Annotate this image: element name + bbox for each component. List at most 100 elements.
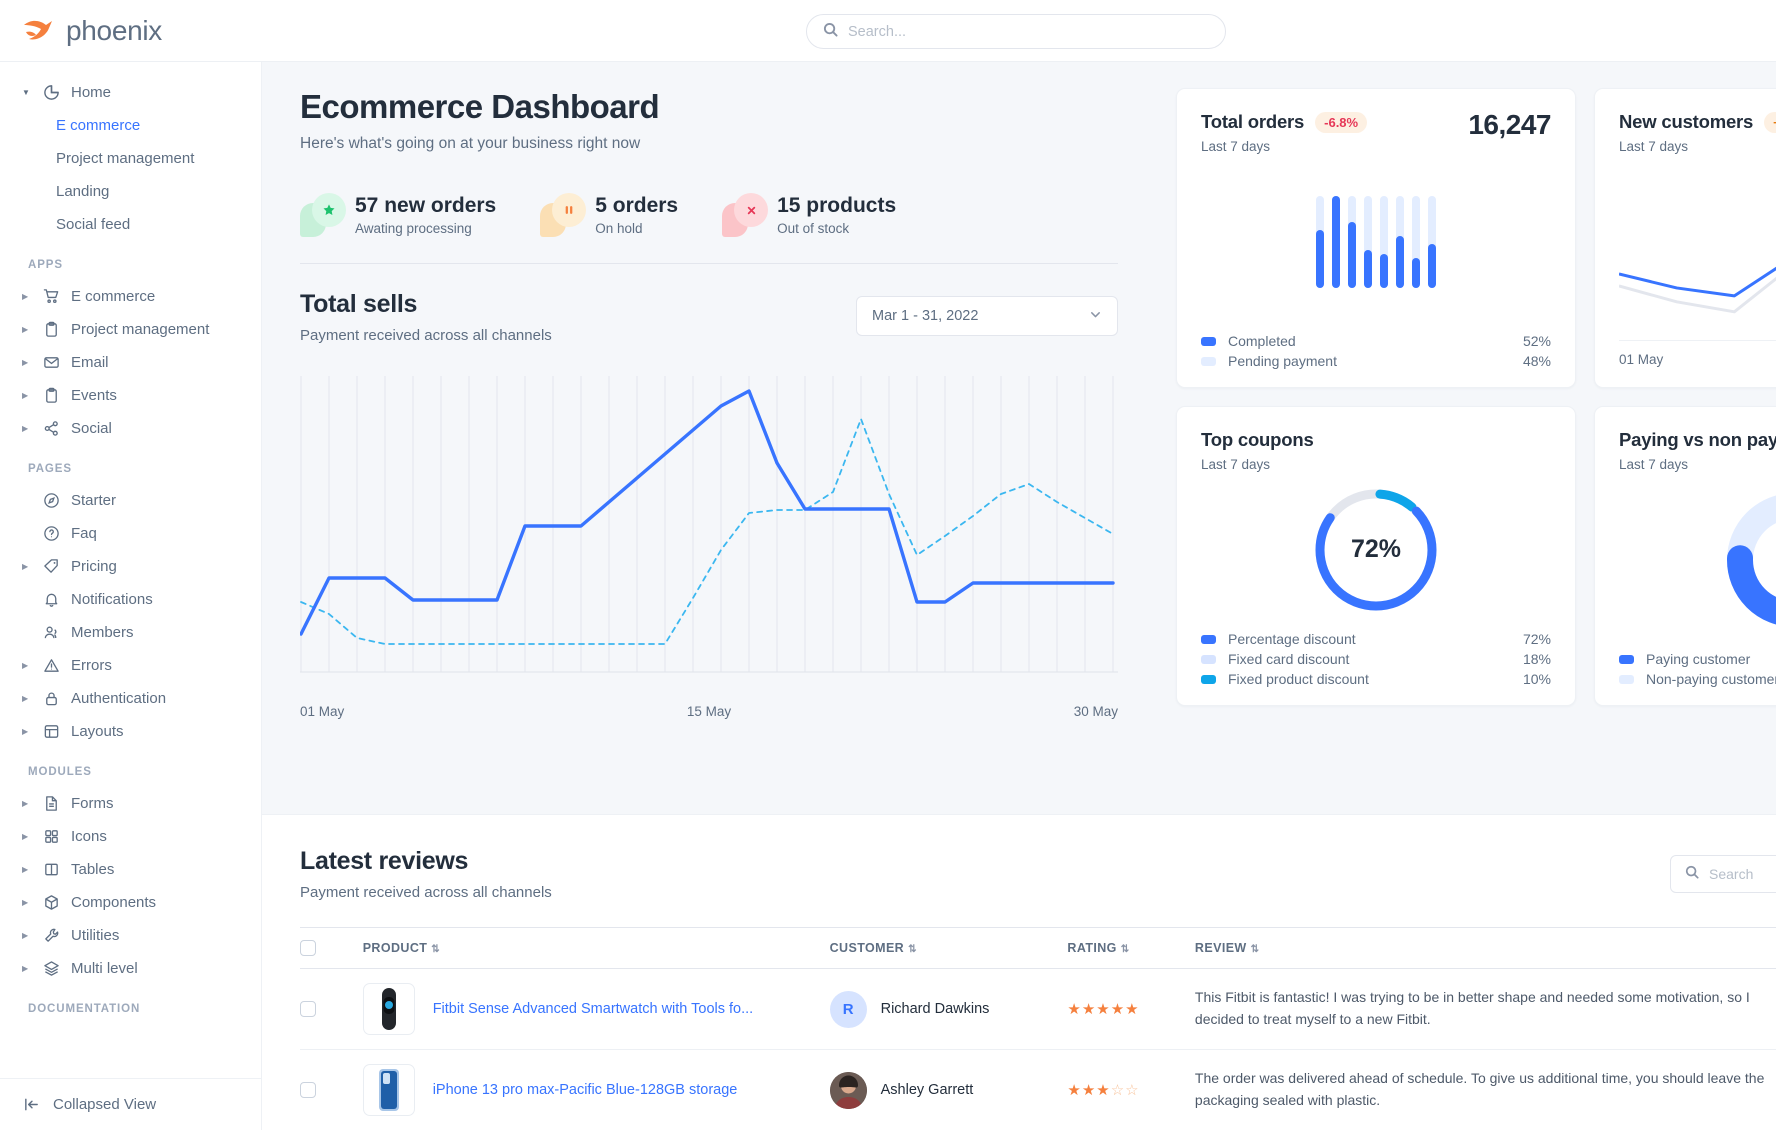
sidebar-item-icons[interactable]: ▶ Icons [22, 828, 107, 845]
collapse-left-icon [22, 1095, 41, 1114]
review-cell: This Fitbit is fantastic! I was trying t… [1194, 968, 1776, 1050]
legend-item: Non-paying customer [1619, 671, 1776, 687]
customer-cell: Ashley Garrett [829, 1049, 1068, 1130]
legend-item: Paying customer [1619, 651, 1776, 667]
donut-center-label: 72% [1350, 535, 1402, 563]
sidebar-item-components[interactable]: ▶ Components [22, 893, 157, 912]
file-text-icon [42, 794, 61, 813]
stat-blob-orange [540, 193, 587, 237]
card-subtitle: Last 7 days [1201, 139, 1271, 154]
paying-donut [1619, 472, 1776, 647]
collapsed-view-toggle[interactable]: Collapsed View [0, 1078, 261, 1130]
sidebar-item-starter[interactable]: ▶ Starter [0, 484, 261, 517]
page-title: Ecommerce Dashboard [300, 88, 660, 125]
sidebar-item-faq[interactable]: ▶ Faq [0, 517, 261, 550]
sidebar-subitem-project-management[interactable]: Project management [56, 150, 195, 167]
card-title: Total orders [1201, 111, 1305, 132]
column-header-product[interactable]: PRODUCT ⇅ [362, 927, 830, 969]
card-subtitle: Last 7 days [1619, 139, 1689, 154]
total-sells-axis: 01 May 15 May 30 May [300, 704, 1118, 719]
table-header-row: PRODUCT⇅ CUSTOMER⇅ RATING⇅ REVIEW⇅ STATU [300, 927, 1776, 969]
rating-stars: ★★★★★ [1067, 1000, 1140, 1018]
layers-icon [42, 959, 61, 978]
review-cell: The order was delivered ahead of schedul… [1194, 1049, 1776, 1130]
kpi-cards-row-1: Total orders -6.8% Last 7 days 16,247 [1176, 88, 1776, 388]
sidebar-nav: ▼ Home E commerce Project management Lan… [0, 62, 261, 1078]
sidebar-item-forms[interactable]: ▶ Forms [22, 794, 114, 813]
total-sells-subtitle: Payment received across all channels [300, 327, 552, 344]
product-link[interactable]: Fitbit Sense Advanced Smartwatch with To… [432, 1001, 754, 1017]
date-range-value: Mar 1 - 31, 2022 [872, 308, 979, 324]
customer-name: Richard Dawkins [880, 1001, 990, 1017]
date-range-select[interactable]: Mar 1 - 31, 2022 [856, 296, 1118, 336]
chevron-right-icon: ▶ [22, 291, 29, 301]
sidebar-item-authentication[interactable]: ▶ Authentication [22, 690, 167, 707]
total-sells-chart: 01 May 15 May 30 May [300, 366, 1118, 719]
sidebar-item-home[interactable]: ▼ Home [0, 76, 261, 109]
x-icon [747, 206, 755, 214]
box-icon [42, 893, 61, 912]
legend-swatch [1201, 336, 1216, 346]
stat-number: 57 new orders [355, 194, 497, 218]
row-checkbox-cell [300, 968, 363, 1050]
reviews-table: PRODUCT⇅ CUSTOMER⇅ RATING⇅ REVIEW⇅ STATU [300, 927, 1776, 1130]
customer-cell: R Richard Dawkins [829, 968, 1068, 1050]
row-checkbox[interactable] [300, 1082, 316, 1098]
product-thumbnail [362, 983, 415, 1035]
reviews-search[interactable] [1670, 855, 1776, 893]
sidebar-item-utilities[interactable]: ▶ Utilities [22, 927, 120, 944]
chevron-down-icon: ▼ [22, 87, 30, 97]
top-coupons-legend: Percentage discount 72% Fixed card disco… [1201, 627, 1551, 687]
chevron-right-icon: ▶ [22, 561, 29, 571]
select-all-checkbox[interactable] [300, 940, 316, 956]
column-header-customer[interactable]: CUSTOMER ⇅ [829, 927, 1068, 969]
tag-icon [42, 557, 61, 576]
sidebar-subitem-social-feed[interactable]: Social feed [56, 216, 131, 233]
legend-item: Percentage discount 72% [1201, 631, 1551, 647]
search-input[interactable] [848, 23, 1209, 40]
legend-swatch [1619, 654, 1634, 664]
review-text: The order was delivered ahead of schedul… [1194, 1070, 1765, 1108]
sidebar-item-events[interactable]: ▶ Events [22, 387, 117, 404]
sidebar-subitem-ecommerce[interactable]: E commerce [56, 117, 141, 134]
axis-label-end: 30 May [1073, 704, 1118, 719]
global-search[interactable] [806, 14, 1226, 49]
sidebar-item-tables[interactable]: ▶ Tables [22, 861, 115, 878]
card-top-coupons: Top coupons Last 7 days 72% [1176, 406, 1576, 706]
reviews-search-input[interactable] [1709, 866, 1776, 882]
sidebar-subitem-landing[interactable]: Landing [56, 183, 110, 200]
sidebar-item-errors[interactable]: ▶ Errors [22, 657, 112, 674]
page-subtitle: Here's what's going on at your business … [300, 135, 641, 152]
sidebar-item-email[interactable]: ▶ Email [22, 354, 109, 371]
column-header-rating[interactable]: RATING ⇅ [1067, 927, 1195, 969]
axis-label-mid: 15 May [686, 704, 732, 719]
sidebar-item-social[interactable]: ▶ Social [22, 420, 112, 437]
chevron-right-icon: ▶ [22, 660, 29, 670]
sidebar-item-multi-level[interactable]: ▶ Multi level [22, 959, 138, 978]
pause-icon [565, 206, 573, 214]
stat-blob-red [722, 193, 769, 237]
product-link[interactable]: iPhone 13 pro max-Pacific Blue-128GB sto… [432, 1082, 738, 1098]
sidebar-item-e-commerce[interactable]: ▶ E commerce [22, 288, 156, 305]
legend-item: Fixed product discount 10% [1201, 671, 1551, 687]
sidebar-item-notifications[interactable]: ▶ Notifications [0, 583, 261, 616]
sidebar-item-members[interactable]: ▶ Members [0, 616, 261, 649]
chevron-right-icon: ▶ [22, 930, 29, 940]
sidebar-item-pricing[interactable]: ▶ Pricing [22, 557, 117, 576]
chevron-right-icon: ▶ [22, 864, 29, 874]
product-cell: Fitbit Sense Advanced Smartwatch with To… [362, 968, 830, 1050]
row-checkbox[interactable] [300, 1001, 316, 1017]
stat-number: 5 orders [595, 194, 679, 218]
sort-icon: ⇅ [431, 944, 441, 955]
chevron-right-icon: ▶ [22, 693, 29, 703]
brand-logo[interactable]: phoenix [0, 15, 262, 47]
sidebar-item-layouts[interactable]: ▶ Layouts [22, 723, 124, 740]
product-cell: iPhone 13 pro max-Pacific Blue-128GB sto… [362, 1049, 830, 1130]
select-all-header [300, 927, 363, 969]
sidebar-item-project-management[interactable]: ▶ Project management [22, 321, 210, 338]
dashboard-right-column: Total orders -6.8% Last 7 days 16,247 [1152, 62, 1776, 1130]
column-header-review[interactable]: REVIEW ⇅ [1194, 927, 1776, 969]
stat-caption: Awating processing [355, 220, 472, 236]
section-divider [300, 263, 1118, 264]
top-navbar: phoenix [0, 0, 1776, 62]
